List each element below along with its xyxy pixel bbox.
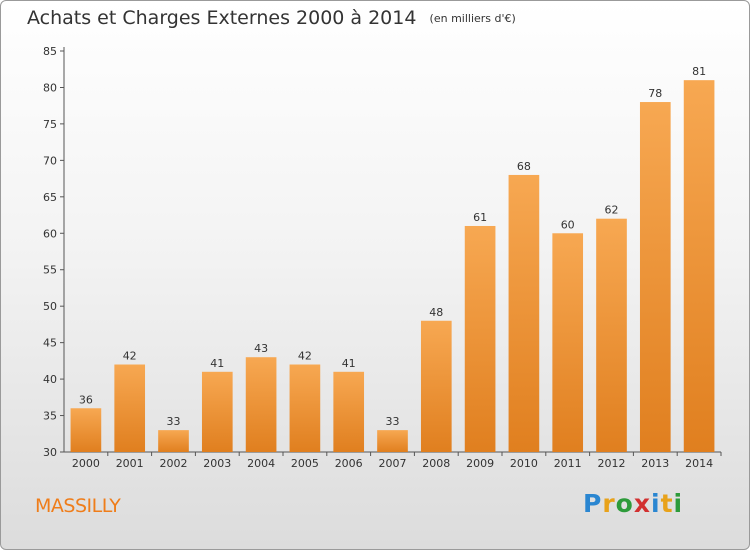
y-tick-label: 55 bbox=[43, 264, 57, 277]
data-label: 48 bbox=[429, 306, 443, 319]
bar-2001[interactable] bbox=[114, 364, 146, 452]
logo-letter: o bbox=[615, 489, 634, 518]
commune-name: MASSILLY bbox=[35, 495, 121, 517]
x-tick-label: 2000 bbox=[72, 457, 100, 470]
bar-2014[interactable] bbox=[683, 80, 715, 452]
bar-2004[interactable] bbox=[245, 357, 277, 452]
x-tick-label: 2005 bbox=[291, 457, 319, 470]
bar-2002[interactable] bbox=[158, 430, 189, 452]
logo-letter: r bbox=[602, 489, 616, 518]
bar-2011[interactable] bbox=[552, 233, 584, 452]
bar-2003[interactable] bbox=[201, 371, 233, 452]
bar-2008[interactable] bbox=[420, 320, 452, 452]
y-tick-label: 50 bbox=[43, 300, 57, 313]
x-tick-label: 2003 bbox=[203, 457, 231, 470]
data-label: 78 bbox=[648, 87, 662, 100]
y-tick-label: 30 bbox=[43, 446, 57, 459]
x-tick-label: 2009 bbox=[466, 457, 494, 470]
title-row: Achats et Charges Externes 2000 à 2014 (… bbox=[27, 7, 516, 29]
chart-unit: (en milliers d'€) bbox=[429, 12, 516, 25]
proxiti-logo[interactable]: Proxiti bbox=[583, 489, 683, 518]
y-tick-label: 40 bbox=[43, 373, 57, 386]
data-label: 33 bbox=[167, 415, 181, 428]
logo-letter: P bbox=[583, 489, 603, 518]
x-tick-label: 2002 bbox=[160, 457, 188, 470]
x-tick-label: 2013 bbox=[641, 457, 669, 470]
x-tick-label: 2006 bbox=[335, 457, 363, 470]
data-label: 41 bbox=[342, 357, 356, 370]
x-tick-label: 2011 bbox=[554, 457, 582, 470]
y-tick-label: 85 bbox=[43, 45, 57, 58]
chart-title: Achats et Charges Externes 2000 à 2014 bbox=[27, 7, 417, 29]
x-tick-label: 2010 bbox=[510, 457, 538, 470]
y-tick-label: 45 bbox=[43, 337, 57, 350]
x-tick-label: 2001 bbox=[116, 457, 144, 470]
y-tick-label: 75 bbox=[43, 118, 57, 131]
y-tick-label: 70 bbox=[43, 154, 57, 167]
data-label: 41 bbox=[210, 357, 224, 370]
data-label: 42 bbox=[123, 350, 137, 363]
data-label: 61 bbox=[473, 211, 487, 224]
data-label: 33 bbox=[386, 415, 400, 428]
data-label: 81 bbox=[692, 65, 706, 78]
x-tick-label: 2007 bbox=[379, 457, 407, 470]
x-tick-label: 2004 bbox=[247, 457, 275, 470]
bar-2012[interactable] bbox=[596, 218, 627, 452]
data-label: 62 bbox=[605, 204, 619, 217]
bar-2010[interactable] bbox=[508, 174, 540, 453]
bar-2009[interactable] bbox=[464, 225, 496, 452]
bar-2005[interactable] bbox=[289, 364, 321, 452]
data-label: 42 bbox=[298, 350, 312, 363]
y-tick-label: 80 bbox=[43, 81, 57, 94]
logo-letter: i bbox=[673, 489, 684, 518]
y-tick-label: 60 bbox=[43, 227, 57, 240]
logo-letter: t bbox=[660, 489, 674, 518]
y-tick-label: 35 bbox=[43, 410, 57, 423]
x-tick-label: 2012 bbox=[598, 457, 626, 470]
bar-2000[interactable] bbox=[70, 408, 102, 452]
bar-2007[interactable] bbox=[377, 430, 408, 452]
data-label: 68 bbox=[517, 160, 531, 173]
bar-2006[interactable] bbox=[333, 371, 365, 452]
data-label: 60 bbox=[561, 218, 575, 231]
x-tick-label: 2008 bbox=[422, 457, 450, 470]
data-label: 36 bbox=[79, 393, 93, 406]
bar-2013[interactable] bbox=[639, 102, 671, 452]
data-label: 43 bbox=[254, 342, 268, 355]
y-tick-label: 65 bbox=[43, 191, 57, 204]
logo-letter: x bbox=[633, 489, 651, 518]
x-tick-label: 2014 bbox=[685, 457, 713, 470]
logo-letter: i bbox=[651, 489, 661, 518]
